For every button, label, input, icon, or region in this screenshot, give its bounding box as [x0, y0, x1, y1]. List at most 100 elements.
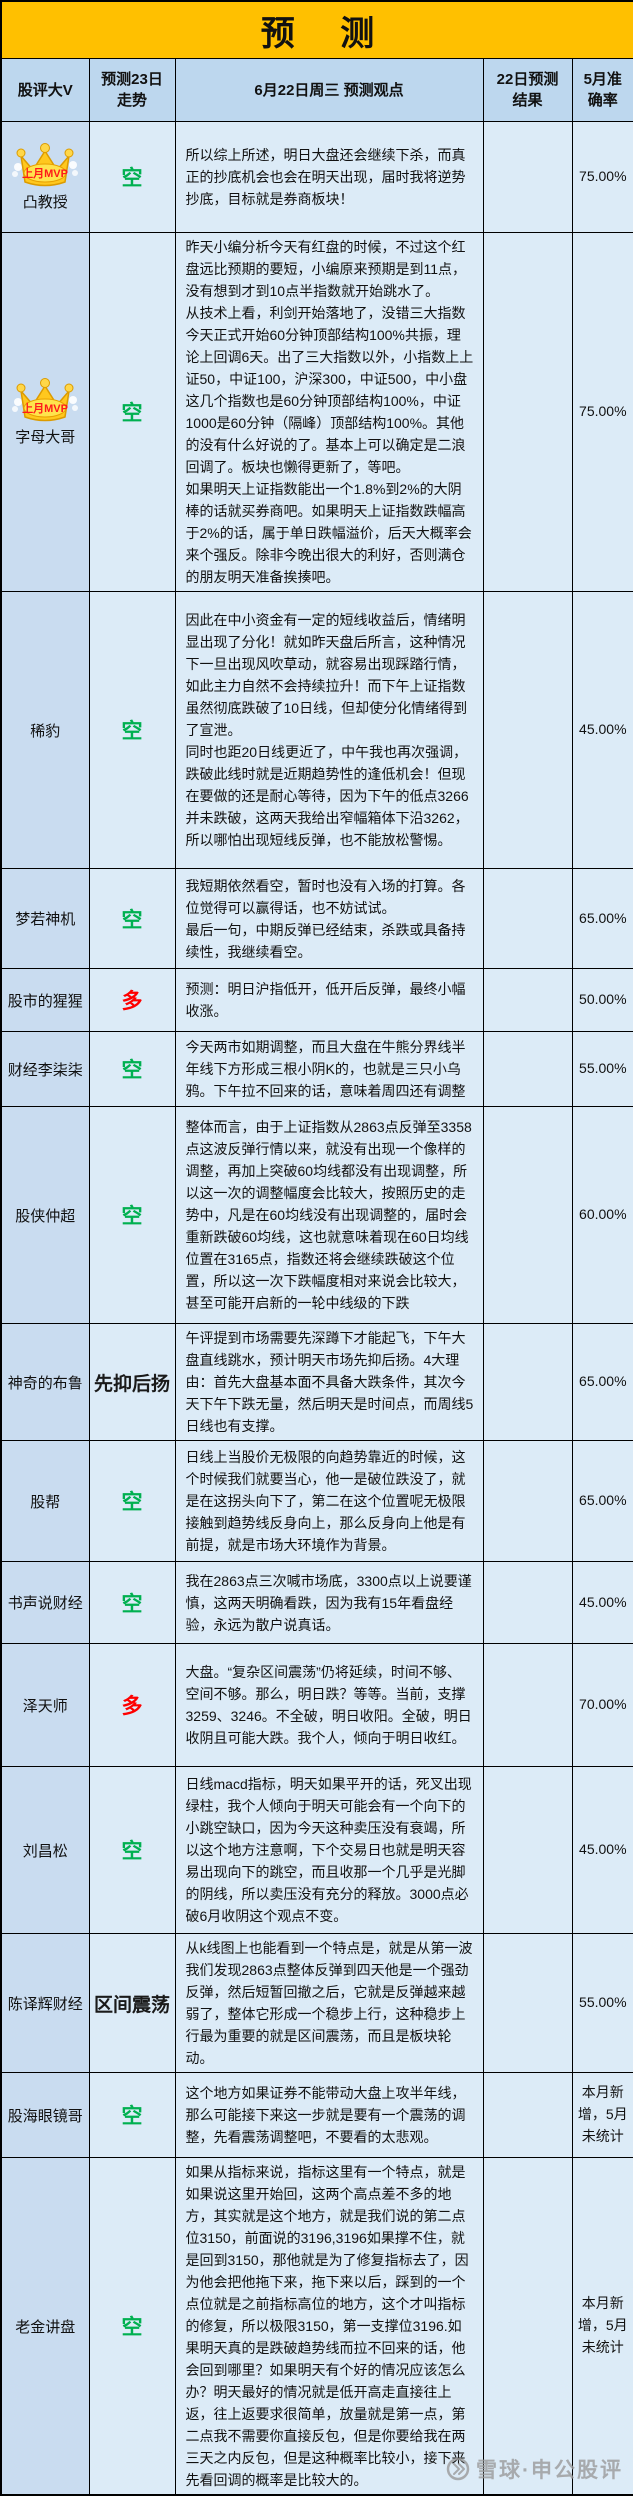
- accuracy-cell: 50.00%: [572, 969, 633, 1032]
- opinion-text: 从k线图上也能看到一个特点是，就是从第一波我们发现2863点整体反弹到四天他是一…: [176, 1934, 483, 2072]
- commentator-cell: 老金讲盘: [1, 2158, 89, 2496]
- opinion-text: 今天两市如期调整，而且大盘在牛熊分界线半年线下方形成三根小阴K的，也就是三只小乌…: [176, 1033, 483, 1105]
- forecast-label: 空: [122, 1491, 143, 1514]
- forecast-cell: 空: [89, 1107, 175, 1324]
- table-row: 梦若神机 空 我短期依然看空，暂时也没有入场的打算。各位觉得可以赢得话，也不妨试…: [1, 869, 633, 969]
- commentator-cell: 上月MVP 字母大哥: [1, 233, 89, 592]
- mvp-crown-icon: 上月MVP: [12, 143, 78, 189]
- commentator-name: 陈译辉财经: [8, 1993, 83, 2014]
- opinion-cell: 预测：明日沪指低开，低开后反弹，最终小幅收涨。: [175, 969, 483, 1032]
- result-cell: [483, 1032, 572, 1107]
- col-header-accuracy: 5月准 确率: [572, 59, 633, 122]
- opinion-text: 大盘。“复杂区间震荡”仍将延续，时间不够、空间不够。那么，明日跌？等等。当前，支…: [176, 1658, 483, 1752]
- commentator-name: 稀豹: [30, 720, 60, 741]
- opinion-text: 日线macd指标，明天如果平开的话，死叉出现绿柱，我个人倾向于明天可能会有一个向…: [176, 1770, 483, 1930]
- opinion-cell: 这个地方如果证券不能带动大盘上攻半年线，那么可能接下来这一步就是要有一个震荡的调…: [175, 2073, 483, 2158]
- result-cell: [483, 1934, 572, 2073]
- forecast-label: 空: [122, 1840, 143, 1863]
- table-row: 神奇的布鲁 先抑后扬 午评提到市场需要先深蹲下才能起飞，下午大盘直线跳水，预计明…: [1, 1324, 633, 1441]
- col-header-commentator: 股评大V: [1, 59, 89, 122]
- commentator-cell: 泽天师: [1, 1644, 89, 1767]
- accuracy-text: 45.00%: [573, 1590, 633, 1616]
- accuracy-text: 本月新增，5月未统计: [573, 2080, 633, 2149]
- accuracy-text: 70.00%: [573, 1692, 633, 1718]
- forecast-label: 空: [122, 1059, 143, 1082]
- forecast-cell: 空: [89, 869, 175, 969]
- forecast-cell: 空: [89, 122, 175, 233]
- forecast-cell: 区间震荡: [89, 1934, 175, 2073]
- column-header-row: 股评大V 预测23日 走势 6月22日周三 预测观点 22日预测 结果 5月准 …: [1, 59, 633, 122]
- result-cell: [483, 2158, 572, 2496]
- opinion-text: 我短期依然看空，暂时也没有入场的打算。各位觉得可以赢得话，也不妨试试。 最后一句…: [176, 872, 483, 966]
- commentator-name: 书声说财经: [8, 1592, 83, 1613]
- accuracy-text: 55.00%: [573, 1056, 633, 1082]
- forecast-cell: 空: [89, 1767, 175, 1934]
- result-cell: [483, 592, 572, 869]
- table-row: 上月MVP 字母大哥 空 昨天小编分析今天有红盘的时候，不过这个红盘远比预期的要…: [1, 233, 633, 592]
- mvp-badge-label: 上月MVP: [22, 166, 68, 180]
- accuracy-cell: 45.00%: [572, 1767, 633, 1934]
- forecast-cell: 多: [89, 1644, 175, 1767]
- opinion-cell: 我在2863点三次喊市场底，3300点以上说要谨慎，这两天明确看跌，因为我有15…: [175, 1562, 483, 1644]
- col-header-opinion: 6月22日周三 预测观点: [175, 59, 483, 122]
- result-cell: [483, 869, 572, 969]
- table-row: 股海眼镜哥 空 这个地方如果证券不能带动大盘上攻半年线，那么可能接下来这一步就是…: [1, 2073, 633, 2158]
- forecast-label: 空: [122, 1593, 143, 1616]
- accuracy-text: 65.00%: [573, 1488, 633, 1514]
- opinion-cell: 日线macd指标，明天如果平开的话，死叉出现绿柱，我个人倾向于明天可能会有一个向…: [175, 1767, 483, 1934]
- forecast-label: 空: [122, 1205, 143, 1228]
- commentator-cell: 陈译辉财经: [1, 1934, 89, 2073]
- opinion-text: 如果从指标来说，指标这里有一个特点，就是如果说这里开始回，这两个高点差不多的地方…: [176, 2158, 483, 2494]
- accuracy-cell: 45.00%: [572, 592, 633, 869]
- result-cell: [483, 1644, 572, 1767]
- commentator-name: 泽天师: [23, 1695, 68, 1716]
- commentator-cell: 股海眼镜哥: [1, 2073, 89, 2158]
- accuracy-text: 50.00%: [573, 987, 633, 1013]
- commentator-cell: 股侠仲超: [1, 1107, 89, 1324]
- commentator-cell: 神奇的布鲁: [1, 1324, 89, 1441]
- commentator-cell: 股市的猩猩: [1, 969, 89, 1032]
- accuracy-cell: 45.00%: [572, 1562, 633, 1644]
- table-row: 老金讲盘 空 如果从指标来说，指标这里有一个特点，就是如果说这里开始回，这两个高…: [1, 2158, 633, 2496]
- commentator-name: 财经李柒柒: [8, 1059, 83, 1080]
- forecast-label: 多: [122, 990, 143, 1013]
- forecast-label: 空: [122, 402, 143, 425]
- title-row: 预 测: [1, 1, 633, 59]
- mvp-crown-icon: 上月MVP: [12, 378, 78, 424]
- opinion-text: 因此在中小资金有一定的短线收益后，情绪明显出现了分化！就如昨天盘后所言，这种情况…: [176, 606, 483, 854]
- opinion-cell: 我短期依然看空，暂时也没有入场的打算。各位觉得可以赢得话，也不妨试试。 最后一句…: [175, 869, 483, 969]
- accuracy-text: 55.00%: [573, 1990, 633, 2016]
- opinion-cell: 整体而言，由于上证指数从2863点反弹至3358点这波反弹行情以来，就没有出现一…: [175, 1107, 483, 1324]
- result-cell: [483, 1441, 572, 1562]
- forecast-cell: 空: [89, 1562, 175, 1644]
- forecast-label: 多: [122, 1695, 143, 1718]
- opinion-text: 整体而言，由于上证指数从2863点反弹至3358点这波反弹行情以来，就没有出现一…: [176, 1113, 483, 1317]
- forecast-cell: 空: [89, 233, 175, 592]
- accuracy-cell: 75.00%: [572, 122, 633, 233]
- opinion-cell: 如果从指标来说，指标这里有一个特点，就是如果说这里开始回，这两个高点差不多的地方…: [175, 2158, 483, 2496]
- commentator-name: 凸教授: [23, 191, 68, 212]
- opinion-cell: 今天两市如期调整，而且大盘在牛熊分界线半年线下方形成三根小阴K的，也就是三只小乌…: [175, 1032, 483, 1107]
- mvp-badge-label: 上月MVP: [22, 401, 68, 415]
- forecast-cell: 空: [89, 2073, 175, 2158]
- forecast-cell: 空: [89, 1032, 175, 1107]
- forecast-label: 空: [122, 720, 143, 743]
- commentator-name: 梦若神机: [15, 908, 75, 929]
- col-header-forecast: 预测23日 走势: [89, 59, 175, 122]
- accuracy-cell: 70.00%: [572, 1644, 633, 1767]
- opinion-text: 我在2863点三次喊市场底，3300点以上说要谨慎，这两天明确看跌，因为我有15…: [176, 1567, 483, 1639]
- accuracy-cell: 65.00%: [572, 869, 633, 969]
- accuracy-cell: 本月新增，5月未统计: [572, 2073, 633, 2158]
- result-cell: [483, 1107, 572, 1324]
- commentator-cell: 书声说财经: [1, 1562, 89, 1644]
- opinion-cell: 因此在中小资金有一定的短线收益后，情绪明显出现了分化！就如昨天盘后所言，这种情况…: [175, 592, 483, 869]
- commentator-cell: 刘昌松: [1, 1767, 89, 1934]
- col-header-result: 22日预测 结果: [483, 59, 572, 122]
- commentator-name: 神奇的布鲁: [8, 1372, 83, 1393]
- commentator-name: 字母大哥: [15, 426, 75, 447]
- forecast-cell: 空: [89, 2158, 175, 2496]
- opinion-text: 预测：明日沪指低开，低开后反弹，最终小幅收涨。: [176, 975, 483, 1025]
- table-row: 稀豹 空 因此在中小资金有一定的短线收益后，情绪明显出现了分化！就如昨天盘后所言…: [1, 592, 633, 869]
- opinion-cell: 从k线图上也能看到一个特点是，就是从第一波我们发现2863点整体反弹到四天他是一…: [175, 1934, 483, 2073]
